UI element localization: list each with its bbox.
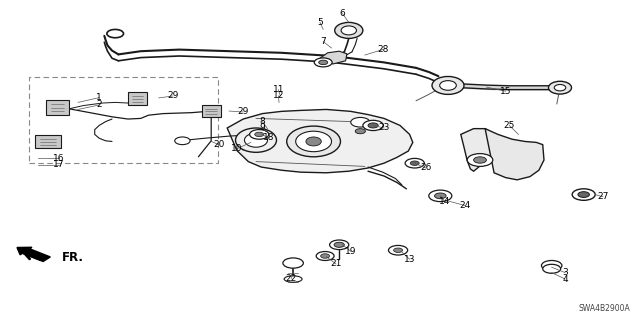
Polygon shape xyxy=(461,129,498,171)
Text: SWA4B2900A: SWA4B2900A xyxy=(579,304,630,313)
Text: 1: 1 xyxy=(97,93,102,102)
Text: 8: 8 xyxy=(260,117,265,126)
Bar xyxy=(46,100,69,115)
Ellipse shape xyxy=(394,248,403,252)
Text: 29: 29 xyxy=(237,108,249,116)
Text: 28: 28 xyxy=(377,45,388,54)
Ellipse shape xyxy=(543,264,561,273)
Ellipse shape xyxy=(255,132,264,137)
Ellipse shape xyxy=(410,161,419,165)
Ellipse shape xyxy=(335,22,363,38)
Text: 10: 10 xyxy=(231,144,243,153)
Ellipse shape xyxy=(296,131,332,152)
Ellipse shape xyxy=(474,157,486,163)
Ellipse shape xyxy=(314,58,332,67)
Text: 14: 14 xyxy=(439,197,451,206)
Text: 29: 29 xyxy=(167,92,179,100)
Ellipse shape xyxy=(578,192,589,197)
Ellipse shape xyxy=(368,123,378,128)
Text: 7: 7 xyxy=(321,37,326,46)
Text: 22: 22 xyxy=(285,274,297,283)
Text: 17: 17 xyxy=(53,160,65,169)
Ellipse shape xyxy=(107,29,124,38)
Ellipse shape xyxy=(283,258,303,268)
Polygon shape xyxy=(227,109,413,173)
Text: 16: 16 xyxy=(53,154,65,163)
Ellipse shape xyxy=(435,193,446,199)
Text: 12: 12 xyxy=(273,92,284,100)
Text: 27: 27 xyxy=(597,192,609,201)
Ellipse shape xyxy=(316,252,334,260)
Ellipse shape xyxy=(287,126,340,157)
Ellipse shape xyxy=(432,76,464,94)
Text: 4: 4 xyxy=(563,275,568,284)
Ellipse shape xyxy=(244,133,268,147)
FancyArrow shape xyxy=(17,247,51,261)
Polygon shape xyxy=(485,129,544,180)
Ellipse shape xyxy=(334,242,344,247)
Bar xyxy=(202,105,221,117)
Text: 19: 19 xyxy=(345,247,356,256)
Ellipse shape xyxy=(355,129,365,134)
Ellipse shape xyxy=(440,81,456,90)
Ellipse shape xyxy=(388,245,408,255)
Ellipse shape xyxy=(250,130,269,139)
Ellipse shape xyxy=(467,154,493,166)
Ellipse shape xyxy=(319,60,328,65)
Ellipse shape xyxy=(284,276,302,282)
Bar xyxy=(35,135,61,148)
Text: 26: 26 xyxy=(420,164,431,172)
Ellipse shape xyxy=(541,260,562,271)
Text: 6: 6 xyxy=(340,9,345,18)
Ellipse shape xyxy=(572,189,595,200)
Text: 15: 15 xyxy=(500,87,511,96)
Ellipse shape xyxy=(548,81,572,94)
Ellipse shape xyxy=(175,137,190,145)
Text: 21: 21 xyxy=(330,260,342,268)
Text: 25: 25 xyxy=(504,121,515,130)
Ellipse shape xyxy=(363,120,383,131)
Ellipse shape xyxy=(321,254,330,258)
Text: 3: 3 xyxy=(563,268,568,277)
Bar xyxy=(29,77,218,163)
Ellipse shape xyxy=(236,128,276,152)
Text: 23: 23 xyxy=(378,124,390,132)
Text: 9: 9 xyxy=(260,124,265,132)
Text: 20: 20 xyxy=(213,140,225,149)
Text: FR.: FR. xyxy=(61,251,83,264)
Ellipse shape xyxy=(429,190,452,202)
Text: 11: 11 xyxy=(273,85,284,94)
Text: 5: 5 xyxy=(317,18,323,27)
Text: 13: 13 xyxy=(404,255,415,264)
Text: 2: 2 xyxy=(97,100,102,109)
Ellipse shape xyxy=(554,84,566,91)
Ellipse shape xyxy=(341,26,356,35)
Ellipse shape xyxy=(330,240,349,250)
Ellipse shape xyxy=(306,137,321,146)
Ellipse shape xyxy=(405,158,424,168)
Ellipse shape xyxy=(351,117,370,127)
Text: 18: 18 xyxy=(263,133,275,142)
Text: 24: 24 xyxy=(459,201,470,210)
Polygon shape xyxy=(320,51,347,64)
Bar xyxy=(128,92,147,105)
